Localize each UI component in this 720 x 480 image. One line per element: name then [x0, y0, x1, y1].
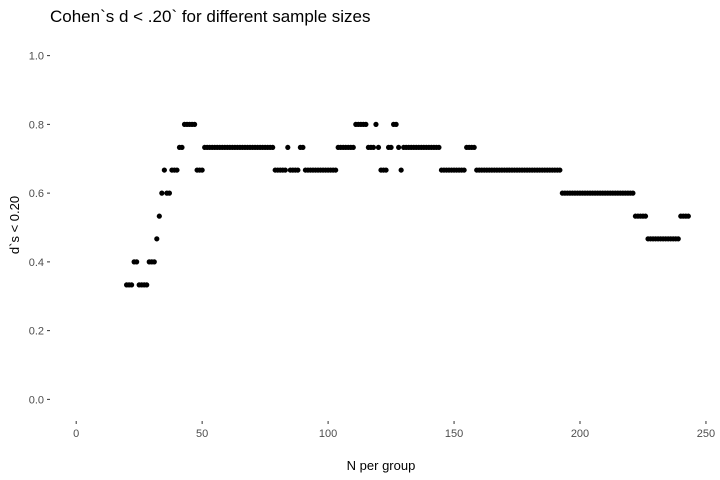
- data-point-83: [333, 167, 339, 173]
- data-point-109: [398, 167, 404, 173]
- chart-title: Cohen`s d < .20` for different sample si…: [50, 7, 371, 26]
- data-point-223: [685, 213, 691, 219]
- data-point-15: [161, 167, 167, 173]
- x-tick-label-4: 200: [571, 428, 589, 440]
- data-point-172: [557, 167, 563, 173]
- data-point-105: [388, 144, 394, 151]
- y-tick-label-1: 0.2: [29, 326, 44, 338]
- data-point-95: [363, 121, 369, 127]
- data-point-13: [156, 213, 162, 219]
- data-point-108: [396, 144, 402, 151]
- data-point-98: [370, 144, 377, 151]
- data-point-64: [285, 144, 291, 151]
- y-tick-label-0: 0.0: [29, 394, 44, 406]
- x-tick-label-5: 250: [697, 428, 715, 440]
- data-point-8: [144, 282, 150, 288]
- data-point-63: [282, 167, 288, 173]
- data-point-219: [675, 236, 681, 242]
- x-tick-label-2: 100: [319, 428, 337, 440]
- y-axis: 0.0 0.2 0.4 0.6 0.8 1.0: [29, 51, 50, 406]
- x-tick-label-3: 150: [445, 428, 463, 440]
- x-tick-label-1: 50: [196, 428, 208, 440]
- data-point-11: [151, 259, 157, 265]
- data-point-99: [373, 121, 379, 127]
- data-point-201: [630, 190, 636, 196]
- data-point-4: [134, 259, 140, 265]
- data-point-103: [383, 167, 389, 173]
- data-point-12: [154, 236, 160, 242]
- data-point-206: [642, 213, 649, 219]
- data-point-2: [129, 282, 135, 288]
- y-tick-label-4: 0.8: [29, 119, 44, 131]
- data-point-100: [375, 144, 382, 151]
- data-point-134: [461, 167, 467, 173]
- data-point-20: [174, 167, 180, 173]
- data-point-22: [179, 144, 185, 151]
- x-axis: 0 50 100 150 200 250: [73, 421, 715, 440]
- data-point-14: [159, 190, 165, 196]
- data-point-124: [436, 144, 442, 151]
- y-tick-label-2: 0.4: [29, 257, 44, 269]
- data-point-58: [270, 144, 276, 151]
- y-tick-label-3: 0.6: [29, 188, 44, 200]
- data-point-70: [300, 144, 306, 151]
- data-point-90: [350, 144, 356, 151]
- data-points: [123, 121, 691, 288]
- data-point-17: [166, 190, 172, 196]
- y-axis-title: d`s < 0.20: [7, 196, 22, 254]
- data-point-30: [199, 167, 205, 173]
- data-point-68: [295, 167, 301, 173]
- x-tick-label-0: 0: [73, 428, 79, 440]
- y-tick-label-5: 1.0: [29, 51, 44, 63]
- x-axis-title: N per group: [347, 458, 416, 473]
- data-point-27: [191, 121, 198, 127]
- data-point-138: [471, 144, 477, 151]
- data-point-107: [393, 121, 399, 127]
